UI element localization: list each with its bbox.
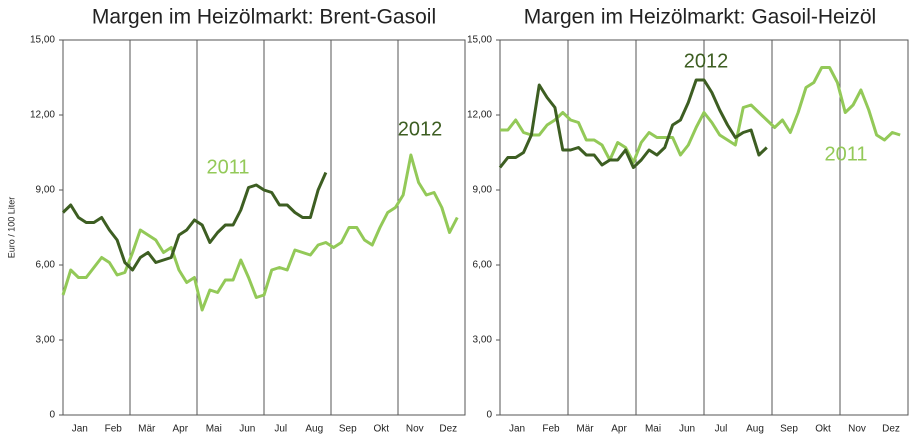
x-tick-label: Nov: [406, 424, 424, 435]
x-tick-label: Mai: [206, 424, 222, 435]
y-tick-label: 0: [486, 410, 492, 421]
x-tick-label: Jun: [679, 424, 695, 435]
x-tick-label: Nov: [848, 424, 866, 435]
series-label: 2011: [824, 143, 867, 165]
x-tick-label: Jun: [239, 424, 255, 435]
y-tick-label: 15,00: [30, 35, 55, 46]
x-tick-label: Jul: [715, 424, 728, 435]
x-tick-label: Feb: [105, 424, 123, 435]
x-tick-label: Dez: [882, 424, 900, 435]
y-tick-label: 3,00: [473, 335, 493, 346]
series-label: 2012: [398, 118, 443, 140]
x-tick-label: Apr: [172, 424, 188, 435]
y-tick-label: 9,00: [473, 185, 493, 196]
y-tick-label: 12,00: [30, 110, 55, 121]
y-tick-label: 3,00: [36, 335, 56, 346]
y-tick-label: 6,00: [473, 260, 493, 271]
x-tick-label: Sep: [339, 424, 357, 435]
series-line: [498, 78, 768, 169]
y-tick-label: 0: [49, 410, 55, 421]
series-line: [61, 171, 328, 272]
x-tick-label: Dez: [439, 424, 457, 435]
x-tick-label: Mär: [576, 424, 594, 435]
x-tick-label: Aug: [746, 424, 764, 435]
y-tick-label: 15,00: [467, 35, 492, 46]
x-tick-label: Okt: [815, 424, 831, 435]
series-line: [500, 66, 901, 164]
y-tick-label: 6,00: [36, 260, 56, 271]
x-tick-label: Feb: [542, 424, 560, 435]
x-tick-label: Jan: [509, 424, 525, 435]
series-label: 2012: [684, 50, 729, 72]
x-tick-label: Apr: [611, 424, 627, 435]
y-axis-label: Euro / 100 Liter: [6, 197, 16, 259]
chart-title: Margen im Heizölmarkt: Gasoil-Heizöl: [524, 6, 876, 29]
x-tick-label: Jul: [274, 424, 287, 435]
x-tick-label: Sep: [780, 424, 798, 435]
x-tick-label: Mai: [645, 424, 661, 435]
x-tick-label: Jan: [72, 424, 88, 435]
x-tick-label: Mär: [138, 424, 156, 435]
chart-title: Margen im Heizölmarkt: Brent-Gasoil: [92, 6, 436, 29]
x-tick-label: Aug: [305, 424, 323, 435]
series-line: [61, 153, 459, 312]
y-tick-label: 12,00: [467, 110, 492, 121]
series-label: 2011: [206, 156, 249, 178]
x-tick-label: Okt: [373, 424, 389, 435]
y-tick-label: 9,00: [36, 185, 56, 196]
